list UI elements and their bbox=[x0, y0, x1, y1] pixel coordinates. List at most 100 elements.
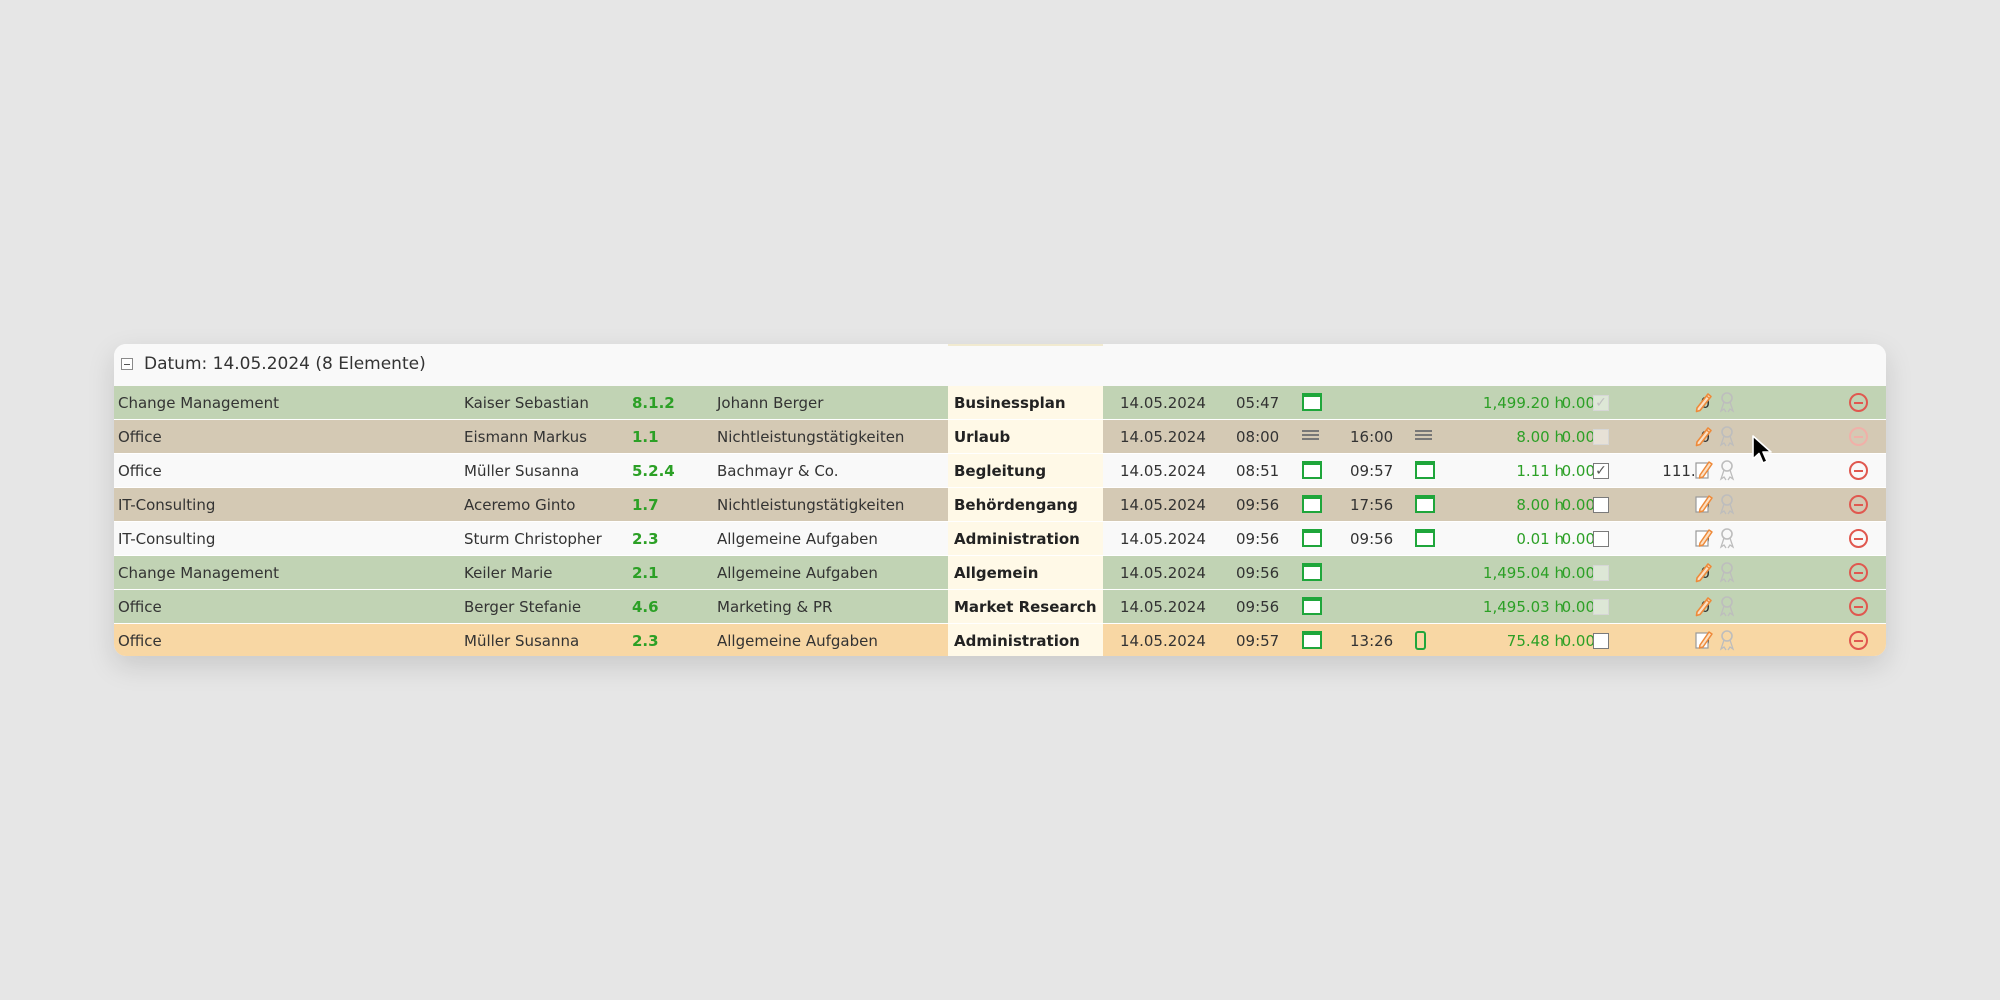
project-cell: Allgemeine Aufgaben bbox=[717, 564, 878, 582]
start-time-cell: 08:00 bbox=[1236, 428, 1280, 446]
billed-checkbox[interactable] bbox=[1593, 531, 1609, 547]
table-row[interactable]: Change Management Kaiser Sebastian 8.1.2 Jo… bbox=[114, 386, 1886, 420]
delete-icon[interactable] bbox=[1849, 631, 1868, 650]
table-row[interactable]: Change Management Keiler Marie 2.1 Allgemei… bbox=[114, 556, 1886, 590]
date-cell: 14.05.2024 bbox=[1120, 598, 1206, 616]
date-cell: 14.05.2024 bbox=[1120, 496, 1206, 514]
project-cell: Marketing & PR bbox=[717, 598, 833, 616]
duration-cell: 8.00 h bbox=[1516, 428, 1564, 446]
edit-icon[interactable] bbox=[1694, 390, 1714, 414]
start-time-cell: 09:56 bbox=[1236, 598, 1280, 616]
task-number-cell[interactable]: 4.6 bbox=[632, 598, 659, 616]
project-cell: Allgemeine Aufgaben bbox=[717, 632, 878, 650]
billed-checkbox: ✓ bbox=[1593, 395, 1609, 411]
table-row[interactable]: Office Müller Susanna 2.3 Allgemeine Aufgab… bbox=[114, 624, 1886, 656]
delete-icon[interactable] bbox=[1849, 461, 1868, 480]
edit-icon[interactable] bbox=[1694, 628, 1714, 652]
employee-cell: Berger Stefanie bbox=[464, 598, 582, 616]
category-cell: IT-Consulting bbox=[118, 496, 216, 514]
task-cell: Urlaub bbox=[948, 420, 1103, 453]
task-number-cell[interactable]: 2.3 bbox=[632, 632, 659, 650]
mouse-cursor-icon bbox=[1752, 435, 1772, 464]
start-time-cell: 08:51 bbox=[1236, 462, 1280, 480]
billed-checkbox[interactable] bbox=[1593, 633, 1609, 649]
assign-icon[interactable] bbox=[1717, 390, 1737, 414]
duration-cell: 8.00 h bbox=[1516, 496, 1564, 514]
edit-icon[interactable] bbox=[1694, 594, 1714, 618]
employee-cell: Müller Susanna bbox=[464, 632, 580, 650]
list-icon bbox=[1302, 430, 1319, 444]
task-number-cell[interactable]: 5.2.4 bbox=[632, 462, 675, 480]
category-cell: Office bbox=[118, 632, 162, 650]
assign-icon[interactable] bbox=[1717, 526, 1737, 550]
delete-icon[interactable] bbox=[1849, 563, 1868, 582]
billed-checkbox[interactable] bbox=[1593, 497, 1609, 513]
date-cell: 14.05.2024 bbox=[1120, 428, 1206, 446]
edit-icon[interactable] bbox=[1694, 492, 1714, 516]
table-row[interactable]: Office Berger Stefanie 4.6 Marketing & PR Ma… bbox=[114, 590, 1886, 624]
task-cell: Behördengang bbox=[948, 488, 1103, 521]
assign-icon[interactable] bbox=[1717, 424, 1737, 448]
amount-cell: 0.00 bbox=[1561, 496, 1595, 514]
table-row[interactable]: IT-Consulting Aceremo Ginto 1.7 Nichtleistu… bbox=[114, 488, 1886, 522]
assign-icon[interactable] bbox=[1717, 594, 1737, 618]
table-row[interactable]: Office Müller Susanna 5.2.4 Bachmayr & Co. B… bbox=[114, 454, 1886, 488]
duration-cell: 75.48 h bbox=[1506, 632, 1564, 650]
task-cell: Market Research bbox=[948, 590, 1103, 623]
delete-icon[interactable] bbox=[1849, 393, 1868, 412]
date-cell: 14.05.2024 bbox=[1120, 462, 1206, 480]
task-number-cell[interactable]: 2.1 bbox=[632, 564, 659, 582]
task-cell: Allgemein bbox=[948, 556, 1103, 589]
table-row[interactable]: Office Eismann Markus 1.1 Nichtleistungstät… bbox=[114, 420, 1886, 454]
window-icon bbox=[1302, 529, 1322, 547]
project-cell: Nichtleistungstätigkeiten bbox=[717, 496, 905, 514]
delete-icon[interactable] bbox=[1849, 495, 1868, 514]
task-number-cell[interactable]: 2.3 bbox=[632, 530, 659, 548]
task-number-cell[interactable]: 8.1.2 bbox=[632, 394, 675, 412]
task-cell: Administration bbox=[948, 624, 1103, 656]
assign-icon[interactable] bbox=[1717, 458, 1737, 482]
date-cell: 14.05.2024 bbox=[1120, 632, 1206, 650]
category-cell: Office bbox=[118, 598, 162, 616]
amount-cell: 0.00 bbox=[1561, 632, 1595, 650]
delete-icon bbox=[1849, 427, 1868, 446]
billed-checkbox bbox=[1593, 429, 1609, 445]
window-icon bbox=[1302, 597, 1322, 615]
category-cell: Office bbox=[118, 462, 162, 480]
task-cell: Businessplan bbox=[948, 386, 1103, 419]
employee-cell: Sturm Christopher bbox=[464, 530, 602, 548]
amount-cell: 0.00 bbox=[1561, 394, 1595, 412]
end-time-cell: 09:57 bbox=[1350, 462, 1394, 480]
duration-cell: 1,495.04 h bbox=[1482, 564, 1564, 582]
window-icon bbox=[1415, 495, 1435, 513]
task-number-cell[interactable]: 1.1 bbox=[632, 428, 659, 446]
project-cell: Johann Berger bbox=[717, 394, 824, 412]
edit-icon[interactable] bbox=[1694, 458, 1714, 482]
assign-icon[interactable] bbox=[1717, 628, 1737, 652]
duration-cell: 1,495.03 h bbox=[1482, 598, 1564, 616]
delete-icon[interactable] bbox=[1849, 529, 1868, 548]
task-number-cell[interactable]: 1.7 bbox=[632, 496, 659, 514]
group-header[interactable]: Datum: 14.05.2024 (8 Elemente) bbox=[114, 344, 1886, 386]
window-icon bbox=[1415, 461, 1435, 479]
collapse-icon[interactable] bbox=[121, 358, 133, 370]
edit-icon[interactable] bbox=[1694, 424, 1714, 448]
window-icon bbox=[1302, 631, 1322, 649]
billed-checkbox[interactable]: ✓ bbox=[1593, 463, 1609, 479]
edit-icon[interactable] bbox=[1694, 560, 1714, 584]
assign-icon[interactable] bbox=[1717, 560, 1737, 584]
end-time-cell: 13:26 bbox=[1350, 632, 1394, 650]
group-title: Datum: 14.05.2024 (8 Elemente) bbox=[144, 354, 426, 374]
start-time-cell: 09:56 bbox=[1236, 564, 1280, 582]
category-cell: Office bbox=[118, 428, 162, 446]
employee-cell: Kaiser Sebastian bbox=[464, 394, 589, 412]
employee-cell: Aceremo Ginto bbox=[464, 496, 576, 514]
edit-icon[interactable] bbox=[1694, 526, 1714, 550]
date-cell: 14.05.2024 bbox=[1120, 564, 1206, 582]
delete-icon[interactable] bbox=[1849, 597, 1868, 616]
billed-checkbox bbox=[1593, 565, 1609, 581]
table-row[interactable]: IT-Consulting Sturm Christopher 2.3 Allgeme… bbox=[114, 522, 1886, 556]
assign-icon[interactable] bbox=[1717, 492, 1737, 516]
employee-cell: Eismann Markus bbox=[464, 428, 587, 446]
employee-cell: Müller Susanna bbox=[464, 462, 580, 480]
